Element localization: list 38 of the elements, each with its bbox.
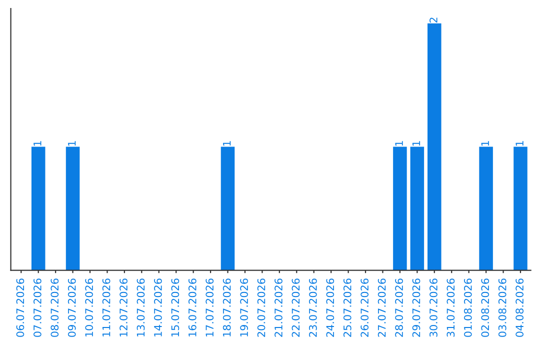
x-tick-label: 07.07.2026 — [33, 278, 42, 337]
x-tick-label: 28.07.2026 — [395, 278, 403, 337]
x-tick-label: 03.08.2026 — [498, 278, 506, 337]
x-tick-label: 23.07.2026 — [309, 278, 317, 337]
data-label: 1 — [412, 141, 420, 146]
data-label: 1 — [395, 141, 403, 146]
x-tick-label: 22.07.2026 — [292, 278, 300, 337]
x-tick-label: 31.07.2026 — [446, 278, 455, 337]
x-tick-label: 17.07.2026 — [206, 278, 214, 336]
x-tick-label: 16.07.2026 — [188, 278, 196, 336]
x-tick-label: 26.07.2026 — [360, 278, 369, 337]
data-label: 1 — [481, 141, 489, 146]
x-tick-label: 24.07.2026 — [326, 278, 334, 337]
x-tick-label: 02.08.2026 — [481, 278, 490, 337]
x-tick-label: 10.07.2026 — [85, 278, 94, 336]
x-tick-label: 30.07.2026 — [430, 278, 438, 337]
data-label: 2 — [430, 18, 438, 23]
x-tick-label: 06.07.2026 — [16, 278, 24, 337]
x-tick-label: 25.07.2026 — [343, 278, 352, 337]
data-label: 1 — [68, 141, 76, 146]
data-label: 1 — [34, 141, 42, 146]
x-tick-label: 15.07.2026 — [171, 278, 180, 336]
x-tick-label: 19.07.2026 — [240, 278, 248, 336]
x-tick-label: 01.08.2026 — [464, 278, 472, 337]
x-tick-label: 09.07.2026 — [68, 278, 76, 337]
x-tick-label: 12.07.2026 — [120, 278, 128, 336]
x-tick-label: 21.07.2026 — [274, 278, 282, 337]
x-tick-label: 27.07.2026 — [378, 278, 386, 337]
x-tick-label: 13.07.2026 — [136, 278, 145, 336]
x-tick-label: 18.07.2026 — [222, 278, 231, 336]
x-tick-label: 14.07.2026 — [154, 278, 162, 336]
x-tick-label: 11.07.2026 — [102, 278, 110, 336]
x-tick-label: 29.07.2026 — [412, 278, 420, 337]
x-tick-label: 04.08.2026 — [516, 278, 524, 337]
x-tick-label: 20.07.2026 — [257, 278, 266, 337]
data-label: 1 — [516, 141, 524, 146]
x-tick-label: 08.07.2026 — [50, 278, 59, 337]
data-label: 1 — [223, 141, 231, 146]
